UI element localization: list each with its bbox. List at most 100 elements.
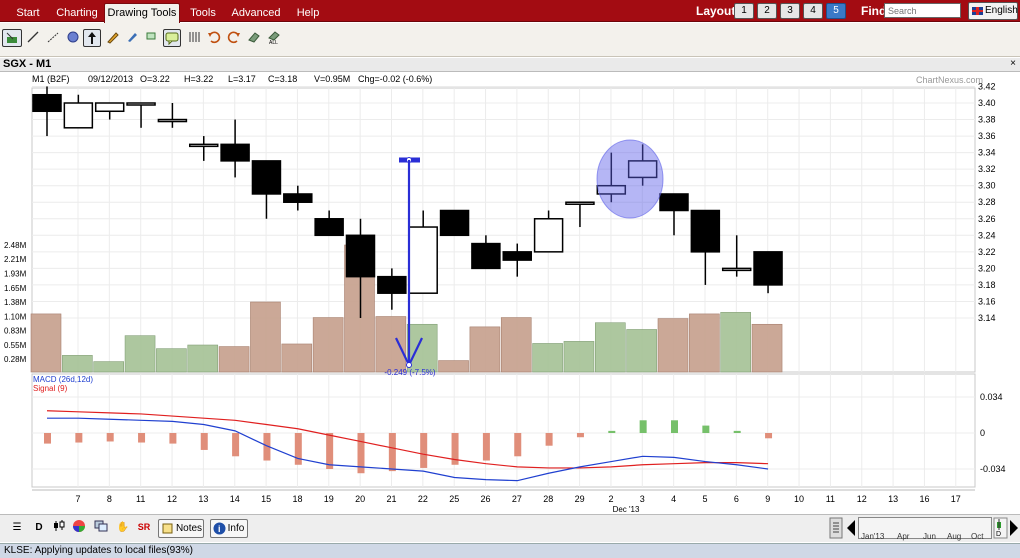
status-bar: KLSE: Applying updates to local files(93…	[0, 543, 1020, 558]
date-tick-label: 13	[888, 494, 898, 504]
volume-bar	[93, 361, 124, 373]
quote-high: H=3.22	[184, 74, 214, 84]
candle-body	[314, 218, 344, 237]
close-chart-icon[interactable]: ×	[1010, 58, 1016, 69]
macd-histogram-bar	[608, 430, 616, 433]
fibonacci-tool-icon[interactable]	[185, 29, 203, 47]
list-icon[interactable]: ☰	[12, 522, 22, 533]
zoom-scroll-icon[interactable]	[828, 516, 858, 540]
brush-tool-icon[interactable]	[124, 29, 142, 47]
candle-body	[189, 143, 219, 148]
color-palette-icon[interactable]	[72, 519, 86, 538]
tab-help[interactable]: Help	[296, 7, 320, 19]
macd-histogram-bar	[200, 433, 208, 450]
support-resistance-icon[interactable]: SR	[137, 522, 151, 532]
date-tick-label: 7	[75, 494, 80, 504]
volume-bar	[250, 301, 281, 373]
tab-start[interactable]: Start	[16, 7, 40, 19]
volume-bar	[438, 360, 469, 373]
price-tick-label: 3.38	[978, 115, 996, 125]
volume-bar	[124, 335, 156, 373]
volume-tick-label: 2.21M	[4, 255, 27, 264]
text-note-tool-icon[interactable]	[163, 29, 181, 47]
macd-panel: MACD (26d,12d)Signal (9)	[33, 375, 773, 482]
date-tick-label: 9	[765, 494, 770, 504]
nav-end-controls[interactable]: D	[993, 516, 1020, 540]
candle-body	[690, 209, 721, 253]
menu-bar: Start Charting Drawing Tools Tools Advan…	[0, 0, 1020, 23]
chart-grid	[31, 85, 976, 491]
quote-volume: V=0.95M	[314, 74, 351, 84]
notes-button[interactable]: Notes	[158, 519, 204, 538]
tab-advanced[interactable]: Advanced	[231, 7, 281, 19]
macd-tick-label: 0	[980, 428, 985, 438]
notes-icon	[162, 523, 173, 534]
layout-button-5[interactable]: 5	[826, 3, 846, 19]
nav-label-aug: Aug	[947, 532, 962, 541]
macd-histogram-bar	[138, 433, 146, 443]
info-button[interactable]: i Info	[210, 519, 248, 538]
period-daily-icon[interactable]: D	[35, 522, 43, 533]
layout-button-1[interactable]: 1	[734, 3, 754, 19]
macd-line	[47, 417, 769, 482]
date-tick-label: 20	[355, 494, 365, 504]
price-tick-label: 3.14	[978, 313, 996, 323]
find-label: Find	[861, 4, 887, 18]
hand-pan-icon[interactable]: ✋	[116, 522, 130, 533]
candle-body	[63, 102, 94, 129]
nav-label-jan13: Jan'13	[861, 532, 885, 541]
macd-histogram-bar	[106, 433, 114, 442]
layout-button-3[interactable]: 3	[780, 3, 800, 19]
signal-line	[46, 410, 769, 469]
tab-tools[interactable]: Tools	[190, 7, 216, 19]
nav-label-d: D	[996, 531, 1001, 538]
quote-change: Chg=-0.02 (-0.6%)	[358, 74, 433, 84]
date-tick-label: 12	[167, 494, 177, 504]
search-input[interactable]	[884, 3, 961, 18]
measure-arrowhead	[395, 337, 423, 368]
erase-all-icon[interactable]: ALL	[265, 29, 283, 47]
price-tick-label: 3.24	[978, 230, 996, 240]
circle-tool-icon[interactable]	[64, 29, 82, 47]
info-icon: i	[213, 522, 226, 535]
volume-bar	[30, 313, 62, 373]
select-cursor-icon[interactable]	[2, 29, 22, 47]
chart-type-icon[interactable]	[52, 519, 66, 538]
arrow-measure-tool-icon[interactable]	[83, 29, 101, 47]
svg-text:i: i	[218, 524, 221, 534]
date-tick-label: 21	[386, 494, 396, 504]
macd-histogram-bar	[357, 433, 365, 474]
macd-histogram-bar	[263, 433, 271, 461]
macd-histogram-bar	[294, 433, 302, 465]
svg-text:ALL: ALL	[269, 40, 278, 45]
language-button[interactable]: English	[968, 2, 1018, 20]
macd-histogram-bar	[514, 433, 522, 457]
uk-flag-icon	[972, 7, 983, 15]
measure-bottom-handle	[406, 362, 412, 368]
redo-icon[interactable]	[225, 29, 243, 47]
candle-body	[251, 160, 282, 195]
timeline-range-box[interactable]: Jan'13 Apr Jun Aug Oct	[858, 517, 992, 541]
date-tick-label: 10	[794, 494, 804, 504]
tab-charting[interactable]: Charting	[56, 7, 98, 19]
undo-icon[interactable]	[205, 29, 223, 47]
volume-bar	[626, 329, 657, 373]
callout-tool-icon[interactable]	[144, 29, 162, 47]
date-tick-label: 6	[734, 494, 739, 504]
volume-bar	[751, 323, 783, 373]
price-tick-label: 3.30	[978, 181, 996, 191]
candle-body	[408, 226, 438, 294]
tab-drawing-tools[interactable]: Drawing Tools	[104, 3, 180, 23]
layout-button-2[interactable]: 2	[757, 3, 777, 19]
ray-tool-icon[interactable]	[44, 29, 62, 47]
line-tool-icon[interactable]	[24, 29, 42, 47]
pencil-tool-icon[interactable]	[104, 29, 122, 47]
chart-axes: 3.423.403.383.363.343.323.303.283.263.24…	[4, 81, 1006, 514]
macd-histogram-bar	[451, 433, 459, 465]
candle-body	[627, 160, 658, 179]
compare-windows-icon[interactable]	[94, 519, 108, 538]
layout-button-4[interactable]: 4	[803, 3, 823, 19]
candle-body	[753, 251, 783, 286]
eraser-icon[interactable]	[245, 29, 263, 47]
